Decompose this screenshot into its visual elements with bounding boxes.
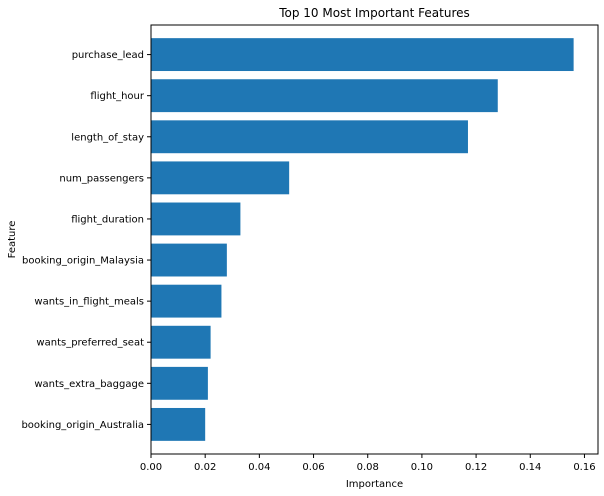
y-tick-label: purchase_lead xyxy=(72,50,144,61)
bar-wants_extra_baggage xyxy=(151,366,208,400)
y-tick-label: booking_origin_Australia xyxy=(21,420,144,431)
chart-title: Top 10 Most Important Features xyxy=(278,6,470,20)
y-tick-label: flight_hour xyxy=(90,91,144,102)
y-tick-label: length_of_stay xyxy=(71,132,144,143)
x-tick-label: 0.00 xyxy=(140,462,162,473)
bar-length_of_stay xyxy=(151,120,468,154)
y-axis-label: Feature xyxy=(7,221,18,259)
y-tick-label: wants_in_flight_meals xyxy=(34,297,144,308)
bar-booking_origin_Malaysia xyxy=(151,243,227,277)
y-tick-label: num_passengers xyxy=(59,173,144,184)
x-tick-label: 0.06 xyxy=(302,462,324,473)
bars-group xyxy=(151,38,574,441)
x-tick-label: 0.14 xyxy=(519,462,541,473)
bar-wants_in_flight_meals xyxy=(151,284,222,318)
x-tick-label: 0.08 xyxy=(357,462,379,473)
x-tick-label: 0.10 xyxy=(411,462,433,473)
x-tick-label: 0.02 xyxy=(194,462,216,473)
bar-num_passengers xyxy=(151,161,290,195)
bar-booking_origin_Australia xyxy=(151,407,206,441)
y-tick-label: booking_origin_Malaysia xyxy=(22,256,144,267)
y-tick-label: flight_duration xyxy=(71,214,144,225)
x-tick-label: 0.16 xyxy=(573,462,595,473)
y-tick-label: wants_preferred_seat xyxy=(36,338,144,349)
y-axis-ticks: purchase_lead flight_hour length_of_staynu… xyxy=(21,50,151,431)
bar-flight_duration xyxy=(151,202,241,236)
plot-frame xyxy=(150,24,599,455)
x-axis-ticks: 0.00 0.02 0.04 0.06 0.08 0.10 0.12 0.14 0.16 xyxy=(140,454,596,473)
x-axis-label: Importance xyxy=(346,479,403,490)
x-tick-label: 0.04 xyxy=(248,462,270,473)
bar-purchase_lead xyxy=(151,38,574,72)
y-tick-label: wants_extra_baggage xyxy=(34,379,144,390)
bar-wants_preferred_seat xyxy=(151,325,211,359)
bar-flight_hour xyxy=(151,79,498,113)
x-tick-label: 0.12 xyxy=(465,462,487,473)
